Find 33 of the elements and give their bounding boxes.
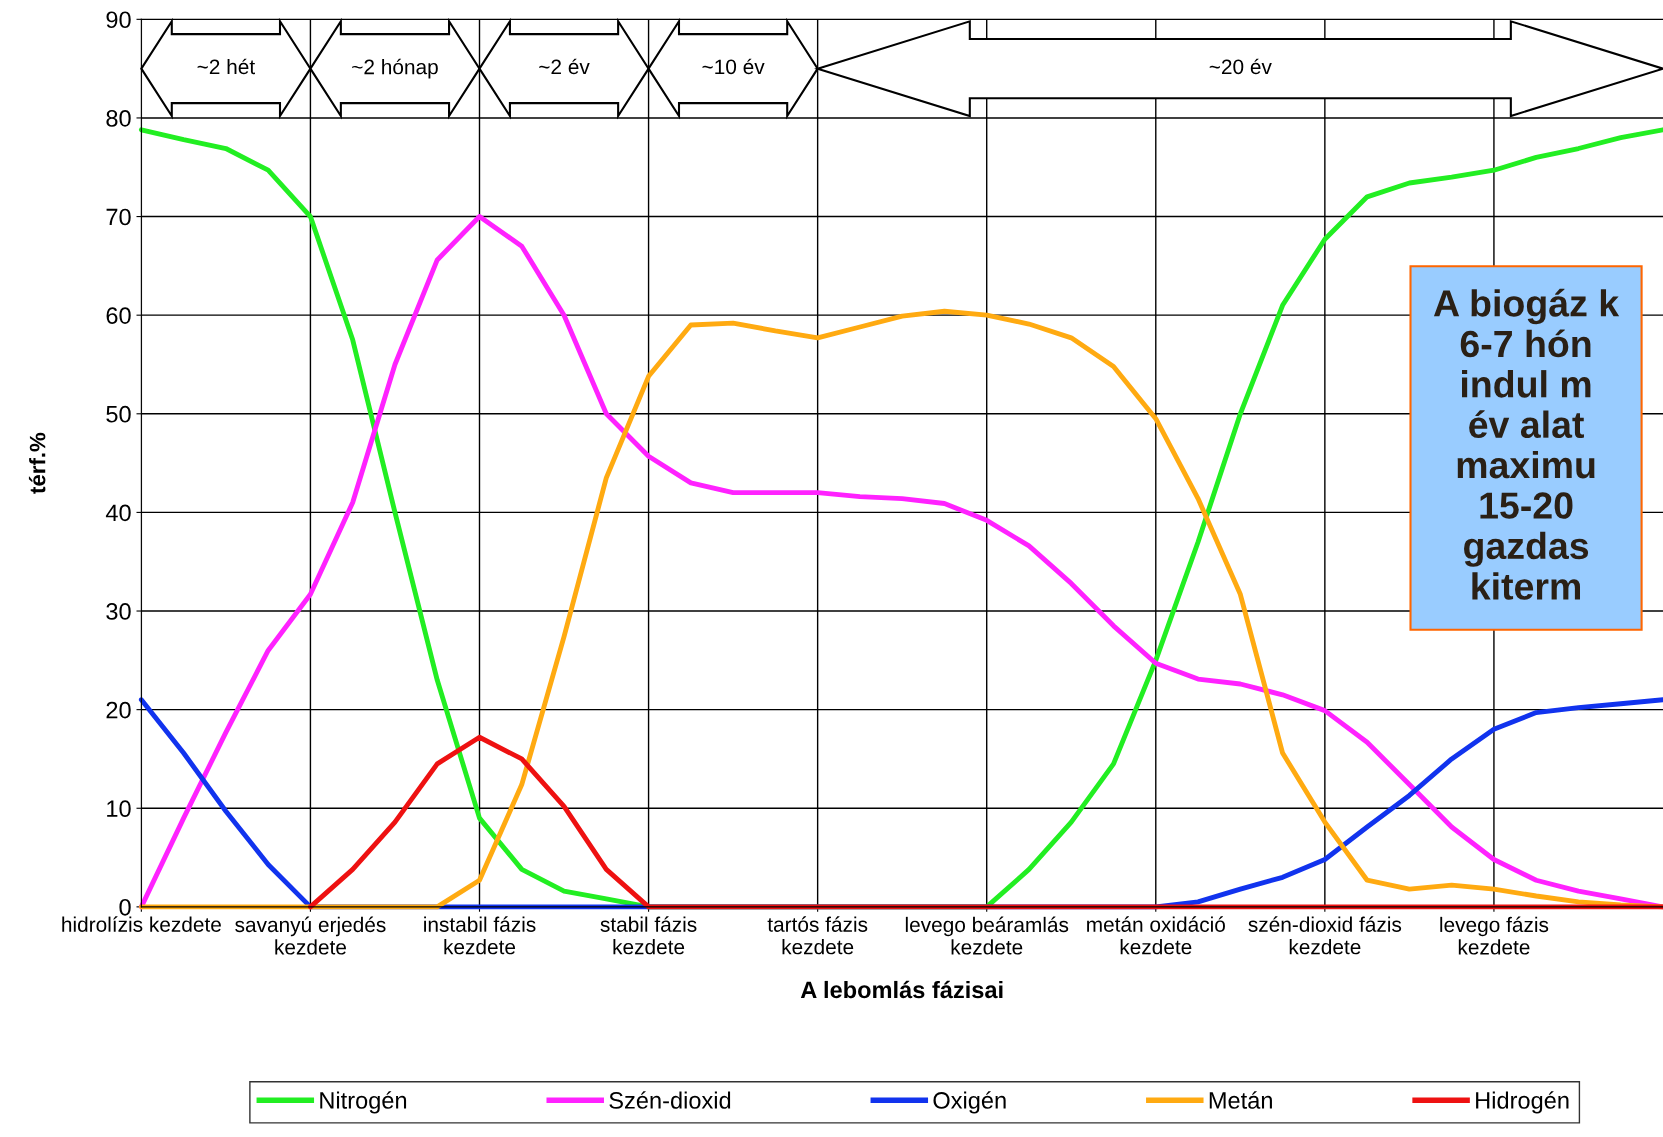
y-tick-label: 80 — [106, 110, 131, 127]
y-tick-label: 20 — [106, 701, 131, 719]
y-tick-label: 60 — [106, 307, 131, 324]
y-tick-label: 10 — [107, 800, 131, 818]
y-tick-label: 0 — [119, 898, 131, 916]
x-axis-title: A lebomlás fázisai — [800, 980, 1003, 999]
x-tick-label: levego fázis kezdete — [1440, 916, 1549, 955]
annotation: A biogáz k 6-7 hón indul m év alat maximu 15-20 gazdas kiterm — [1433, 288, 1620, 600]
legend-label: Nitrogén — [320, 1091, 407, 1114]
legend-label: Oxigén — [933, 1091, 1006, 1114]
x-tick-label: hidrolízis kezdete — [62, 916, 221, 932]
y-tick-label: 90 — [106, 11, 131, 29]
x-tick-label: savanyú erjedés kezdete — [235, 916, 386, 955]
legend-label: Metán — [1209, 1091, 1272, 1109]
y-axis-title: térf.% — [28, 432, 46, 494]
x-tick-label: szén-dioxid fázis kezdete — [1248, 916, 1402, 955]
annotation: ~2 év — [539, 58, 590, 75]
y-tick-label: 30 — [106, 603, 131, 620]
annotation: ~2 hónap — [352, 58, 438, 79]
legend-label: Hidrogén — [1476, 1091, 1569, 1114]
legend-label: Szén-dioxid — [609, 1091, 731, 1109]
x-tick-label: metán oxidáció kezdete — [1087, 916, 1225, 955]
annotation: ~20 év — [1209, 58, 1272, 75]
y-tick-label: 40 — [105, 504, 131, 522]
y-tick-label: 50 — [106, 405, 131, 423]
annotation: ~2 hét — [197, 58, 255, 75]
annotation: ~10 év — [702, 58, 765, 75]
y-tick-label: 70 — [106, 208, 131, 226]
line-series — [308, 734, 1663, 910]
x-tick-label: tartós fázis kezdete — [767, 916, 868, 955]
x-tick-label: instabil fázis kezdete — [424, 916, 536, 955]
x-tick-label: stabil fázis kezdete — [600, 916, 697, 955]
x-tick-label: levego beáramlás kezdete — [905, 916, 1069, 955]
